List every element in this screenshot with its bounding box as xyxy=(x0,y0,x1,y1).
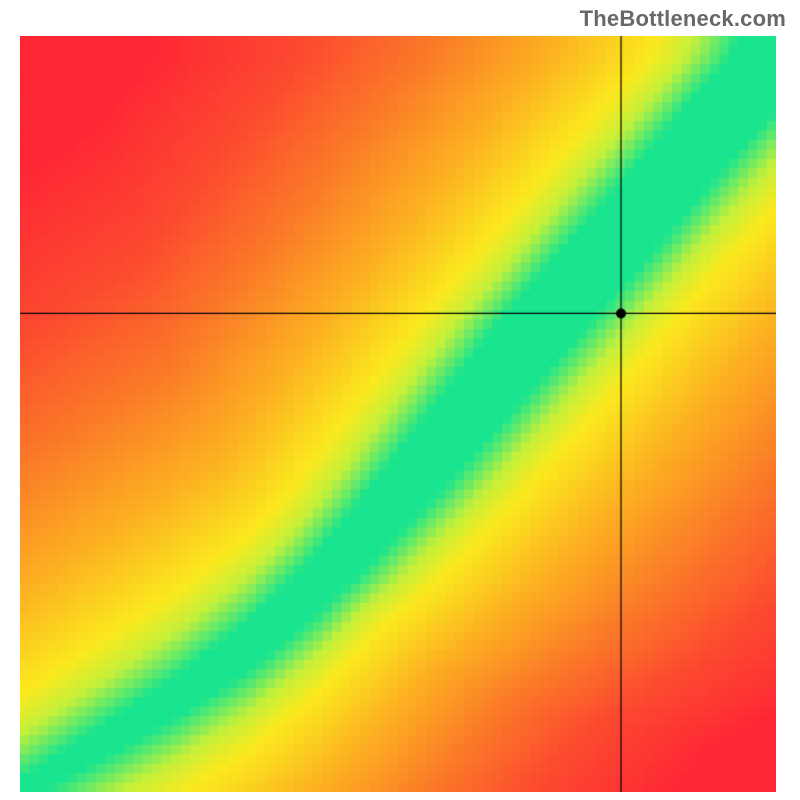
brand-watermark: TheBottleneck.com xyxy=(580,6,786,32)
figure-container: TheBottleneck.com xyxy=(0,0,800,800)
bottleneck-heatmap xyxy=(20,36,776,792)
